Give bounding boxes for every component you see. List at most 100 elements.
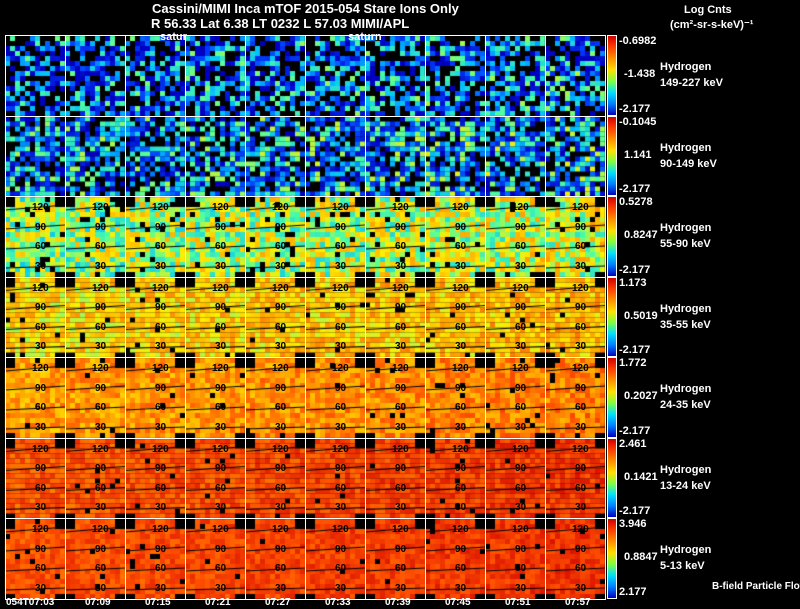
contour-label: 90 bbox=[335, 382, 347, 394]
contour-label: 60 bbox=[155, 482, 167, 494]
contour-label: 60 bbox=[275, 241, 287, 252]
contour-label: 90 bbox=[515, 463, 527, 474]
contour-label: 60 bbox=[455, 482, 467, 494]
contour-label: 30 bbox=[335, 421, 347, 433]
contour-label: 120 bbox=[452, 282, 469, 294]
contour-label: 120 bbox=[32, 524, 49, 535]
contour-label: 30 bbox=[155, 260, 167, 272]
heatmap-panel bbox=[65, 115, 126, 197]
contour-label: 120 bbox=[272, 282, 289, 294]
colorbar-mid-label: 0.8847 bbox=[624, 551, 658, 564]
contour-label: 120 bbox=[212, 443, 229, 455]
contour-label: 120 bbox=[452, 363, 469, 374]
species-label: Hydrogen bbox=[660, 544, 712, 556]
contour-label: 60 bbox=[155, 563, 167, 574]
energy-label: 24-35 keV bbox=[660, 399, 711, 411]
contour-label: 30 bbox=[35, 260, 47, 272]
heatmap-panel bbox=[425, 35, 486, 117]
colorbar-max-label: 2.461 bbox=[619, 437, 647, 450]
energy-label: 90-149 keV bbox=[660, 157, 717, 170]
colorbar-min-label: -2.177 bbox=[619, 263, 651, 276]
contour-label: 60 bbox=[515, 563, 527, 574]
colorbar-max-label: 1.772 bbox=[619, 357, 647, 369]
plot-subtitle: R 56.33 Lat 6.38 LT 0232 L 57.03 MIMI/AP… bbox=[151, 16, 410, 31]
contour-label: 120 bbox=[512, 363, 529, 374]
contour-label: 90 bbox=[35, 463, 47, 474]
contour-label: 90 bbox=[335, 302, 347, 313]
contour-label: 60 bbox=[335, 563, 347, 574]
contour-label: 30 bbox=[395, 582, 407, 594]
contour-label: 90 bbox=[275, 302, 287, 313]
contour-label: 30 bbox=[395, 421, 407, 433]
contour-label: 90 bbox=[455, 382, 467, 394]
contour-label: 120 bbox=[332, 524, 349, 535]
contour-label: 60 bbox=[95, 321, 107, 333]
species-label: Hydrogen bbox=[660, 383, 712, 395]
contour-label: 90 bbox=[215, 302, 227, 313]
colorbar-min-label: -2.177 bbox=[619, 505, 651, 517]
contour-label: 60 bbox=[575, 241, 587, 252]
contour-label: 90 bbox=[335, 221, 347, 233]
heatmap-panel bbox=[365, 115, 426, 197]
contour-label: 120 bbox=[512, 202, 529, 213]
contour-label: 90 bbox=[395, 543, 407, 555]
contour-label: 120 bbox=[152, 524, 169, 535]
contour-label: 90 bbox=[155, 463, 167, 474]
contour-label: 120 bbox=[152, 363, 169, 374]
contour-label: 30 bbox=[95, 341, 107, 352]
contour-label: 30 bbox=[215, 260, 227, 272]
contour-label: 30 bbox=[455, 421, 467, 433]
contour-label: 120 bbox=[92, 524, 109, 535]
energy-label: 5-13 keV bbox=[660, 560, 705, 572]
heatmap-panel bbox=[545, 115, 606, 197]
contour-label: 90 bbox=[35, 221, 47, 233]
contour-label: 90 bbox=[95, 382, 107, 394]
contour-label: 30 bbox=[515, 582, 527, 594]
contour-label: 60 bbox=[335, 402, 347, 413]
heatmap-panel bbox=[185, 35, 246, 117]
contour-label: 120 bbox=[272, 363, 289, 374]
contour-label: 30 bbox=[95, 502, 107, 513]
energy-label: 13-24 keV bbox=[660, 479, 711, 492]
contour-label: 60 bbox=[575, 321, 587, 333]
contour-label: 60 bbox=[155, 241, 167, 252]
contour-label: 90 bbox=[515, 543, 527, 555]
colorbar bbox=[607, 518, 617, 599]
contour-label: 60 bbox=[35, 402, 47, 413]
contour-label: 90 bbox=[395, 221, 407, 233]
contour-label: 90 bbox=[575, 543, 587, 555]
heatmap-panel bbox=[245, 35, 306, 117]
colorbar-max-label: 3.946 bbox=[619, 518, 647, 530]
contour-label: 60 bbox=[335, 241, 347, 252]
contour-label: 90 bbox=[35, 382, 47, 394]
contour-label: 90 bbox=[515, 221, 527, 233]
contour-label: 90 bbox=[215, 543, 227, 555]
contour-label: 90 bbox=[215, 463, 227, 474]
contour-label: 120 bbox=[152, 282, 169, 294]
contour-label: 120 bbox=[392, 202, 409, 213]
contour-label: 60 bbox=[95, 241, 107, 252]
colorbar-min-label: 2.177 bbox=[619, 585, 647, 598]
contour-label: 30 bbox=[395, 341, 407, 352]
colorbar-min-label: -2.177 bbox=[619, 102, 651, 115]
contour-label: 60 bbox=[215, 241, 227, 252]
contour-label: 90 bbox=[455, 221, 467, 233]
contour-label: 90 bbox=[215, 382, 227, 394]
time-tick-label: 07:45 bbox=[445, 597, 471, 608]
contour-label: 90 bbox=[215, 221, 227, 233]
contour-label: 90 bbox=[395, 382, 407, 394]
species-label: Hydrogen bbox=[660, 141, 712, 154]
contour-label: 120 bbox=[392, 524, 409, 535]
contour-label: 30 bbox=[455, 341, 467, 352]
heatmap-panel bbox=[485, 35, 546, 117]
contour-label: 90 bbox=[455, 543, 467, 555]
contour-label: 90 bbox=[395, 463, 407, 474]
contour-label: 90 bbox=[335, 543, 347, 555]
contour-label: 120 bbox=[272, 524, 289, 535]
units-label: Log Cnts bbox=[684, 4, 732, 16]
contour-label: 90 bbox=[155, 221, 167, 233]
contour-label: 120 bbox=[212, 202, 229, 213]
heatmap-panel bbox=[5, 35, 66, 117]
contour-label: 30 bbox=[95, 260, 107, 272]
